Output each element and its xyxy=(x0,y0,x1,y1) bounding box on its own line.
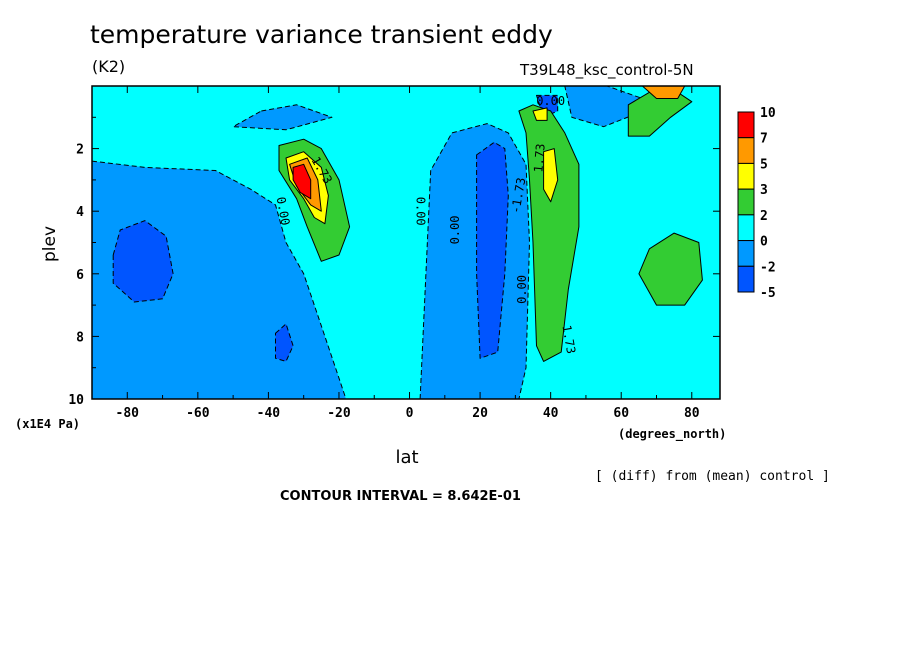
colorbar-swatch xyxy=(737,265,755,293)
x-tick-label: 60 xyxy=(613,406,629,421)
colorbar-swatch xyxy=(737,111,755,139)
chart-title: temperature variance transient eddy xyxy=(90,20,553,49)
colorbar-label: 7 xyxy=(760,132,768,147)
y-tick-label: 6 xyxy=(76,268,84,283)
colorbar-swatch xyxy=(737,240,755,267)
x-tick-label: -80 xyxy=(116,406,140,421)
y-tick-label: 10 xyxy=(68,393,84,408)
contour-region-6 xyxy=(476,141,509,359)
contour-label: 1.73 xyxy=(559,324,578,355)
y-tick-label: 8 xyxy=(76,330,84,345)
contour-region-2 xyxy=(419,123,530,399)
y-axis-label: plev xyxy=(40,226,60,262)
colorbar-label: 10 xyxy=(760,106,776,121)
x-tick-label: -40 xyxy=(257,406,281,421)
x-tick-label: -20 xyxy=(327,406,351,421)
x-tick-label: 0 xyxy=(406,406,414,421)
contour-label: 0.00 xyxy=(515,275,529,304)
x-tick-label: 80 xyxy=(684,406,700,421)
colorbar-label: 0 xyxy=(760,235,768,250)
run-label: T39L48_ksc_control-5N xyxy=(520,61,694,79)
colorbar-swatch xyxy=(737,137,755,164)
contour-region-9 xyxy=(518,104,580,362)
units-label: (K2) xyxy=(92,57,126,76)
colorbar-label: 5 xyxy=(760,157,768,172)
contour-label: 0.00 xyxy=(274,196,293,227)
y-tick-label: 2 xyxy=(76,143,84,158)
x-tick-label: 40 xyxy=(543,406,559,421)
contour-region-13 xyxy=(543,148,559,203)
x-axis-label: lat xyxy=(395,447,418,468)
filled-contours xyxy=(92,86,720,399)
contour-interval: CONTOUR INTERVAL = 8.642E-01 xyxy=(280,489,521,504)
contour-region-1 xyxy=(232,104,333,131)
contour-region-14 xyxy=(532,107,548,121)
colorbar-label: -2 xyxy=(760,260,776,275)
colorbar-swatch xyxy=(737,214,755,242)
axes: -80 -60 -40 -20 0 20 40 60 80 2 4 6 8 10 lat plev (x1E4 … xyxy=(15,85,726,468)
contour-region-16 xyxy=(641,86,686,99)
colorbar-label: -5 xyxy=(760,286,776,301)
colorbar-swatch xyxy=(737,188,755,216)
contour-label: -1.73 xyxy=(508,176,528,214)
contour-label: 1.73 xyxy=(531,143,547,173)
contour-region-11 xyxy=(638,232,703,306)
contour-label: 0.00 xyxy=(414,197,428,226)
colorbar-label: 3 xyxy=(760,183,768,198)
colorbar-swatch xyxy=(737,162,755,190)
x-tick-label: 20 xyxy=(472,406,488,421)
y-tick-label: 4 xyxy=(76,205,84,220)
diff-note: [ (diff) from (mean) control ] xyxy=(595,469,830,484)
x-unit-label: (degrees_north) xyxy=(618,427,726,442)
contour-region-17 xyxy=(292,163,312,200)
y-unit-label: (x1E4 Pa) xyxy=(15,417,80,431)
x-tick-label: -60 xyxy=(186,406,210,421)
contour-label: 0.00 xyxy=(536,94,565,108)
contour-label: 0.00 xyxy=(448,216,462,245)
contour-region-4 xyxy=(112,220,174,303)
colorbar: 10 7 5 3 2 0 -2 -5 xyxy=(737,106,776,301)
colorbar-label: 2 xyxy=(760,209,768,224)
contour-region-5 xyxy=(275,323,294,362)
